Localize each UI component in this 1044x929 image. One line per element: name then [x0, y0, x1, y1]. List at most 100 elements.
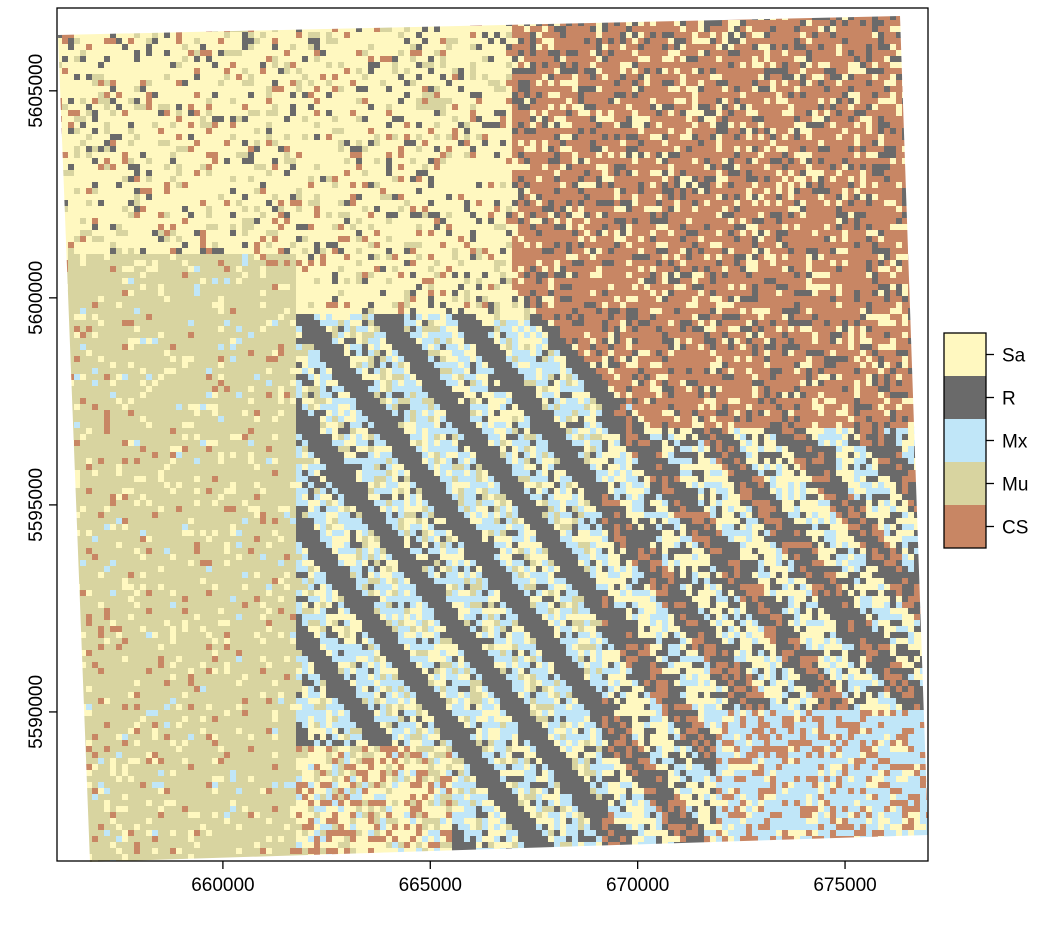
raster-cell-sa	[800, 212, 806, 218]
raster-cell-sa	[116, 128, 122, 134]
raster-cell-r	[914, 122, 920, 128]
raster-cell-cs	[908, 206, 914, 212]
raster-cell-cs	[506, 50, 512, 56]
raster-cell-cs	[842, 122, 848, 128]
raster-cell-cs	[548, 32, 554, 38]
raster-cell-r	[104, 140, 110, 146]
raster-cell-r	[200, 20, 206, 26]
raster-cell-sa	[410, 116, 416, 122]
raster-cell-sa	[692, 86, 698, 92]
raster-cell-cs	[704, 32, 710, 38]
raster-cell-cs	[470, 20, 476, 26]
raster-cell-cs	[920, 212, 926, 218]
raster-cell-sa	[380, 146, 386, 152]
raster-cell-sa	[58, 50, 62, 56]
raster-cell-sa	[332, 104, 338, 110]
raster-cell-sa	[284, 56, 290, 62]
raster-cell-cs	[734, 158, 740, 164]
raster-cell-r	[836, 16, 842, 20]
raster-cell-r	[530, 68, 536, 74]
raster-cell-r	[92, 116, 98, 122]
raster-cell-sa	[470, 122, 476, 128]
raster-cell-r	[92, 182, 98, 188]
raster-cell-sa	[896, 104, 902, 110]
raster-cell-sa	[452, 152, 458, 158]
raster-cell-cs	[728, 200, 734, 206]
raster-cell-r	[704, 176, 710, 182]
raster-cell-cs	[176, 116, 182, 122]
raster-cell-cs	[572, 98, 578, 104]
raster-cell-sa	[92, 152, 98, 158]
raster-cell-mu	[440, 104, 446, 110]
raster-cell-cs	[536, 134, 542, 140]
raster-cell-sa	[740, 92, 746, 98]
raster-cell-r	[782, 44, 788, 50]
raster-cell-sa	[488, 164, 494, 170]
raster-cell-cs	[872, 212, 878, 218]
raster-cell-r	[890, 146, 896, 152]
raster-cell-cs	[710, 194, 716, 200]
raster-cell-cs	[884, 62, 890, 68]
raster-cell-sa	[158, 200, 164, 206]
raster-cell-sa	[326, 56, 332, 62]
raster-cell-cs	[572, 38, 578, 44]
raster-cell-sa	[728, 44, 734, 50]
raster-cell-cs	[482, 134, 488, 140]
raster-cell-r	[638, 152, 644, 158]
raster-cell-mu	[338, 140, 344, 146]
raster-cell-sa	[176, 176, 182, 182]
raster-cell-sa	[890, 80, 896, 86]
raster-cell-r	[854, 212, 860, 218]
raster-cell-sa	[656, 134, 662, 140]
raster-cell-sa	[80, 152, 86, 158]
raster-cell-sa	[182, 122, 188, 128]
raster-cell-sa	[308, 164, 314, 170]
raster-cell-cs	[800, 50, 806, 56]
raster-cell-sa	[320, 158, 326, 164]
raster-cell-cs	[824, 38, 830, 44]
raster-cell-sa	[62, 212, 68, 218]
raster-cell-r	[476, 92, 482, 98]
raster-cell-cs	[650, 128, 656, 134]
raster-cell-cs	[890, 50, 896, 56]
raster-cell-r	[866, 200, 872, 206]
raster-cell-r	[662, 188, 668, 194]
raster-cell-sa	[104, 182, 110, 188]
raster-cell-sa	[158, 116, 164, 122]
raster-cell-cs	[542, 50, 548, 56]
raster-cell-r	[266, 200, 272, 206]
raster-cell-r	[860, 20, 866, 26]
raster-cell-sa	[236, 80, 242, 86]
raster-cell-r	[530, 62, 536, 68]
raster-cell-sa	[302, 164, 308, 170]
raster-cell-sa	[446, 20, 452, 26]
raster-cell-sa	[272, 68, 278, 74]
raster-cell-cs	[770, 152, 776, 158]
raster-cell-r	[416, 62, 422, 68]
raster-cell-sa	[440, 16, 446, 20]
raster-cell-sa	[320, 134, 326, 140]
raster-cell-sa	[392, 170, 398, 176]
raster-cell-sa	[278, 44, 284, 50]
raster-cell-cs	[194, 140, 200, 146]
raster-cell-cs	[770, 38, 776, 44]
raster-cell-sa	[128, 182, 134, 188]
raster-cell-sa	[512, 38, 518, 44]
raster-cell-r	[722, 128, 728, 134]
raster-cell-sa	[854, 62, 860, 68]
raster-cell-sa	[446, 164, 452, 170]
raster-cell-r	[848, 200, 854, 206]
raster-cell-cs	[848, 134, 854, 140]
raster-cell-r	[446, 80, 452, 86]
raster-cell-sa	[464, 38, 470, 44]
raster-cell-cs	[578, 56, 584, 62]
raster-cell-sa	[152, 134, 158, 140]
raster-cell-r	[566, 212, 572, 218]
raster-cell-cs	[500, 116, 506, 122]
raster-cell-sa	[272, 152, 278, 158]
raster-cell-cs	[584, 122, 590, 128]
raster-cell-r	[254, 146, 260, 152]
raster-cell-sa	[434, 188, 440, 194]
raster-cell-sa	[716, 134, 722, 140]
raster-cell-sa	[104, 218, 110, 224]
